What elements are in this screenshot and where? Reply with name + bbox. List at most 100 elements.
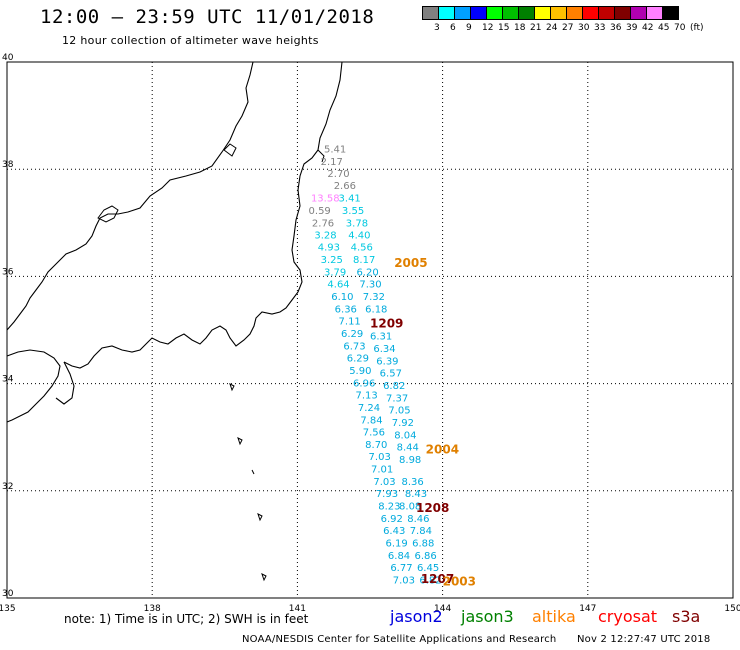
legend-label: 33 [594,23,606,33]
wave-height-value: 3.79 [324,267,346,278]
legend-label: 42 [642,23,654,33]
lon-tick-label: 141 [289,604,306,614]
legend-label: 45 [658,23,670,33]
wave-height-value: 6.34 [373,344,395,355]
wave-height-value: 2.17 [321,157,343,168]
legend-label: 27 [562,23,574,33]
legend-label: 12 [482,23,494,33]
wave-height-value: 8.04 [394,430,416,441]
honshu-coastline [6,61,254,331]
wave-height-value: 5.90 [349,366,371,377]
lat-tick-label: 38 [2,160,14,170]
wave-height-value: 6.88 [412,539,434,550]
shikoku-coastline [6,349,61,423]
wave-height-value: 7.84 [410,526,432,537]
wave-height-value: 6.18 [365,304,387,315]
wave-height-value: 8.23 [378,502,400,513]
wave-height-value: 2.70 [327,169,349,180]
wave-height-value: 6.82 [419,576,441,587]
legend-label: 36 [610,23,622,33]
wave-height-value: 6.82 [383,381,405,392]
wave-height-value: 6.39 [376,356,398,367]
wave-height-value: 6.36 [335,304,357,315]
wave-height-value: 8.17 [353,255,375,266]
page-subtitle: 12 hour collection of altimeter wave hei… [62,34,319,47]
satellite-name: cryosat [598,607,658,626]
satellite-name: jason2 [390,607,443,626]
wave-height-value: 3.78 [346,219,368,230]
legend-label: 24 [546,23,558,33]
wave-height-value: 7.05 [388,406,410,417]
wave-height-value: 6.10 [331,292,353,303]
izu-islands [229,383,267,582]
wave-height-value: 4.93 [318,243,340,254]
sado-island [223,143,237,157]
wave-height-value: 6.57 [380,369,402,380]
footer-note: note: 1) Time is in UTC; 2) SWH is in fe… [64,612,309,626]
wave-height-value: 7.11 [339,317,361,328]
legend-label: 30 [578,23,590,33]
wave-height-value: 4.56 [351,243,373,254]
wave-height-value: 7.24 [358,403,380,414]
noto-peninsula [97,205,119,223]
wave-height-value: 3.28 [314,230,336,241]
wave-height-value: 8.98 [399,455,421,466]
wave-height-value: 8.44 [397,443,419,454]
wave-height-value: 8.43 [405,489,427,500]
color-legend-labels: 3 6 9 12 15 18 21 24 27 30 33 36 39 42 45 70 (ft) [422,23,740,35]
honshu-east-coastline [63,61,343,369]
generated-timestamp: Nov 2 12:27:47 UTC 2018 [577,634,711,645]
legend-label: 6 [450,23,456,33]
legend-label: 70 [674,23,686,33]
wave-height-value: 2.66 [334,181,356,192]
credit-line: NOAA/NESDIS Center for Satellite Applica… [242,634,557,645]
wave-height-value: 7.03 [393,576,415,587]
legend-label: 3 [434,23,440,33]
wave-height-value: 6.45 [417,563,439,574]
lat-tick-label: 36 [2,267,14,277]
wave-height-value: 7.03 [369,452,391,463]
legend-label: 18 [514,23,526,33]
wave-height-value: 3.41 [339,193,361,204]
color-legend [422,6,679,20]
wave-height-value: 6.92 [381,514,403,525]
wave-height-value: 7.01 [371,465,393,476]
cycle-label: 2003 [443,575,476,589]
kii-coastline [55,361,75,405]
coastline [6,61,343,582]
lon-tick-label: 135 [0,604,16,614]
wave-height-value: 7.92 [392,418,414,429]
wave-height-value: 7.93 [376,489,398,500]
wave-height-value: 6.73 [343,341,365,352]
legend-label: (ft) [690,23,704,33]
wave-height-value: 6.20 [356,267,378,278]
legend-label: 9 [466,23,472,33]
cycle-label: 1209 [370,316,403,330]
wave-height-value: 7.03 [373,477,395,488]
wave-height-value: 3.25 [321,255,343,266]
wave-height-value: 2.76 [312,219,334,230]
legend-label: 15 [498,23,510,33]
satellite-name: altika [532,607,576,626]
wave-height-value: 7.30 [359,280,381,291]
wave-height-value: 6.96 [353,378,375,389]
wave-height-value: 7.13 [355,391,377,402]
cycle-label: 1208 [416,501,449,515]
wave-height-value: 6.29 [341,329,363,340]
wave-height-value: 13.58 [311,193,340,204]
wave-height-value: 8.36 [401,477,423,488]
legend-label: 39 [626,23,638,33]
wave-height-value: 6.29 [347,354,369,365]
wave-height-value: 7.56 [363,428,385,439]
page-title: 12:00 – 23:59 UTC 11/01/2018 [40,6,375,28]
wave-height-value: 7.32 [363,292,385,303]
lon-tick-label: 147 [579,604,596,614]
cycle-label: 2005 [394,256,427,270]
wave-height-value: 4.40 [348,230,370,241]
wave-height-value: 6.86 [415,551,437,562]
wave-height-value: 7.84 [360,415,382,426]
lon-tick-label: 150 [724,604,740,614]
cycle-label: 1207 [421,572,454,586]
wave-height-value: 7.37 [386,393,408,404]
